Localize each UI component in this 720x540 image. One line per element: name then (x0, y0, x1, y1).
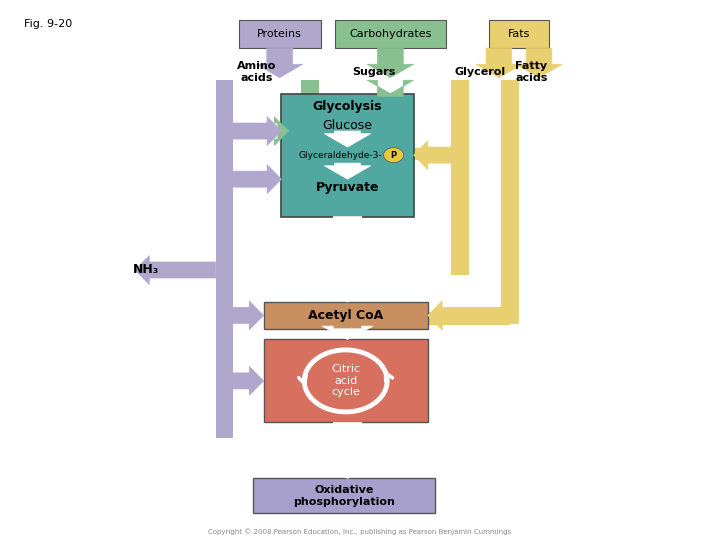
FancyBboxPatch shape (489, 21, 549, 48)
Text: Carbohydrates: Carbohydrates (349, 29, 431, 39)
Polygon shape (324, 131, 371, 147)
Polygon shape (233, 367, 264, 395)
Text: Sugars: Sugars (353, 68, 396, 77)
Polygon shape (322, 217, 373, 302)
Text: Acetyl CoA: Acetyl CoA (308, 309, 383, 322)
FancyBboxPatch shape (335, 21, 446, 48)
FancyBboxPatch shape (410, 148, 469, 160)
FancyBboxPatch shape (451, 153, 469, 275)
FancyBboxPatch shape (451, 80, 469, 275)
FancyBboxPatch shape (282, 93, 413, 217)
Text: Glycerol: Glycerol (454, 68, 505, 77)
Polygon shape (428, 301, 518, 330)
Text: NH₃: NH₃ (132, 264, 159, 276)
Text: Fatty
acids: Fatty acids (516, 62, 548, 83)
Polygon shape (324, 163, 371, 179)
Text: Fats: Fats (508, 29, 530, 39)
FancyBboxPatch shape (501, 298, 518, 315)
Text: Glycolysis: Glycolysis (312, 100, 382, 113)
FancyBboxPatch shape (216, 80, 233, 438)
Text: Copyright © 2008 Pearson Education, Inc., publishing as Pearson Benjamin Cumming: Copyright © 2008 Pearson Education, Inc.… (208, 528, 512, 535)
FancyBboxPatch shape (238, 21, 320, 48)
Text: Glucose: Glucose (323, 119, 372, 132)
Polygon shape (274, 117, 289, 145)
FancyBboxPatch shape (501, 80, 518, 315)
FancyBboxPatch shape (253, 478, 435, 513)
Polygon shape (367, 48, 413, 78)
Polygon shape (135, 255, 216, 285)
FancyBboxPatch shape (302, 80, 318, 131)
Text: Amino
acids: Amino acids (237, 62, 276, 83)
Text: Oxidative
phosphorylation: Oxidative phosphorylation (293, 485, 395, 507)
Polygon shape (322, 326, 373, 340)
Polygon shape (476, 48, 522, 78)
Circle shape (384, 147, 404, 163)
FancyBboxPatch shape (428, 312, 510, 325)
Text: Proteins: Proteins (257, 29, 302, 39)
Text: Fig. 9-20: Fig. 9-20 (24, 19, 73, 29)
Text: Pyruvate: Pyruvate (316, 181, 379, 194)
Text: Glyceraldehyde-3-: Glyceraldehyde-3- (299, 151, 382, 160)
FancyBboxPatch shape (264, 302, 428, 329)
Polygon shape (322, 422, 373, 478)
Polygon shape (256, 48, 303, 78)
Polygon shape (413, 140, 469, 170)
FancyBboxPatch shape (278, 125, 318, 138)
Polygon shape (516, 48, 562, 78)
Text: Citric
acid
cycle: Citric acid cycle (331, 364, 360, 397)
Polygon shape (233, 301, 264, 330)
FancyBboxPatch shape (428, 312, 510, 325)
FancyBboxPatch shape (264, 340, 428, 422)
Polygon shape (233, 117, 282, 145)
Polygon shape (233, 165, 282, 193)
Text: P: P (390, 151, 397, 160)
Polygon shape (367, 80, 413, 96)
